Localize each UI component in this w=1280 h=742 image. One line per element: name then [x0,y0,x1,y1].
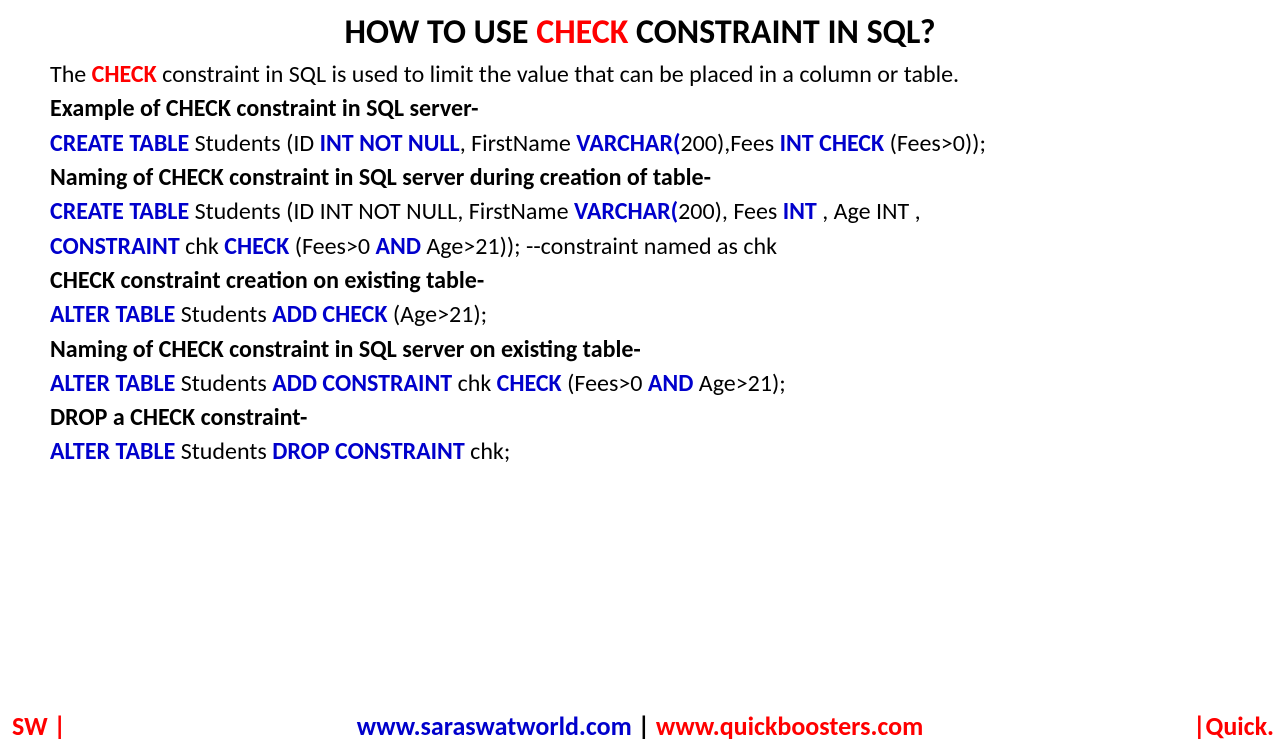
intro-post: constraint in SQL is used to limit the v… [157,60,959,89]
footer-url-2: www.quickboosters.com [656,710,923,742]
title-pre: HOW TO USE [345,12,537,53]
example-1: CREATE TABLE Students (ID INT NOT NULL, … [50,130,1230,158]
intro-highlight: CHECK [92,60,157,89]
kw-create-table-2: CREATE TABLE [50,197,189,226]
footer-sep: | [632,710,656,742]
ex2b-p4: (Fees>0 [289,232,375,261]
example-2b: CONSTRAINT chk CHECK (Fees>0 AND Age>21)… [50,233,1230,261]
page-title: HOW TO USE CHECK CONSTRAINT IN SQL? [50,12,1230,53]
kw-add-check: ADD CHECK [272,300,387,329]
ex4-p4: chk [458,369,497,398]
section-heading-5: DROP a CHECK constraint- [50,404,1230,432]
kw-check-3: CHECK [497,369,562,398]
ex1-p2: Students (ID [189,129,319,158]
kw-varchar: VARCHAR( [576,129,680,158]
ex2a-p2: Students (ID INT NOT NULL, FirstName [189,197,574,226]
ex1-p4: , FirstName [460,129,577,158]
title-post: CONSTRAINT IN SQL? [628,12,935,53]
footer-right: |Quick. [1193,710,1274,742]
kw-alter-table: ALTER TABLE [50,300,175,329]
kw-constraint: CONSTRAINT [50,232,185,261]
ex1-p6: 200),Fees [680,129,779,158]
ex4-p2: Students [175,369,272,398]
intro-text: The CHECK constraint in SQL is used to l… [50,61,1230,89]
section-heading-2: Naming of CHECK constraint in SQL server… [50,164,1230,192]
kw-int-not-null: INT NOT NULL [320,129,460,158]
ex5-p4: chk; [470,437,510,466]
ex2b-p2: chk [185,232,224,261]
kw-varchar-2: VARCHAR( [574,197,678,226]
kw-and: AND [375,232,420,261]
example-2a: CREATE TABLE Students (ID INT NOT NULL, … [50,198,1230,226]
example-5: ALTER TABLE Students DROP CONSTRAINT chk… [50,438,1230,466]
section-heading-1: Example of CHECK constraint in SQL serve… [50,95,1230,123]
title-highlight: CHECK [536,12,628,53]
kw-int-check: INT CHECK [780,129,885,158]
section-heading-4: Naming of CHECK constraint in SQL server… [50,336,1230,364]
footer-center: www.saraswatworld.com | www.quickbooster… [0,710,1280,742]
kw-and-2: AND [648,369,693,398]
ex1-p8: (Fees>0)); [884,129,986,158]
kw-create-table: CREATE TABLE [50,129,189,158]
ex4-p6: (Fees>0 [562,369,648,398]
ex3-p4: (Age>21); [387,300,487,329]
intro-pre: The [50,60,92,89]
ex2b-p6: Age>21)); --constraint named as chk [421,232,777,261]
ex5-p2: Students [175,437,272,466]
section-heading-3: CHECK constraint creation on existing ta… [50,267,1230,295]
kw-alter-table-3: ALTER TABLE [50,437,175,466]
example-3: ALTER TABLE Students ADD CHECK (Age>21); [50,301,1230,329]
example-4: ALTER TABLE Students ADD CONSTRAINT chk … [50,370,1230,398]
ex4-p8: Age>21); [693,369,785,398]
kw-alter-table-2: ALTER TABLE [50,369,175,398]
footer-url-1: www.saraswatworld.com [357,710,632,742]
ex2a-p6: , Age INT , [817,197,921,226]
kw-int-2: INT [783,197,817,226]
ex3-p2: Students [175,300,272,329]
kw-drop-constraint: DROP CONSTRAINT [272,437,470,466]
kw-add-constraint: ADD CONSTRAINT [272,369,457,398]
ex2a-p4: 200), Fees [678,197,783,226]
kw-check-2: CHECK [224,232,289,261]
